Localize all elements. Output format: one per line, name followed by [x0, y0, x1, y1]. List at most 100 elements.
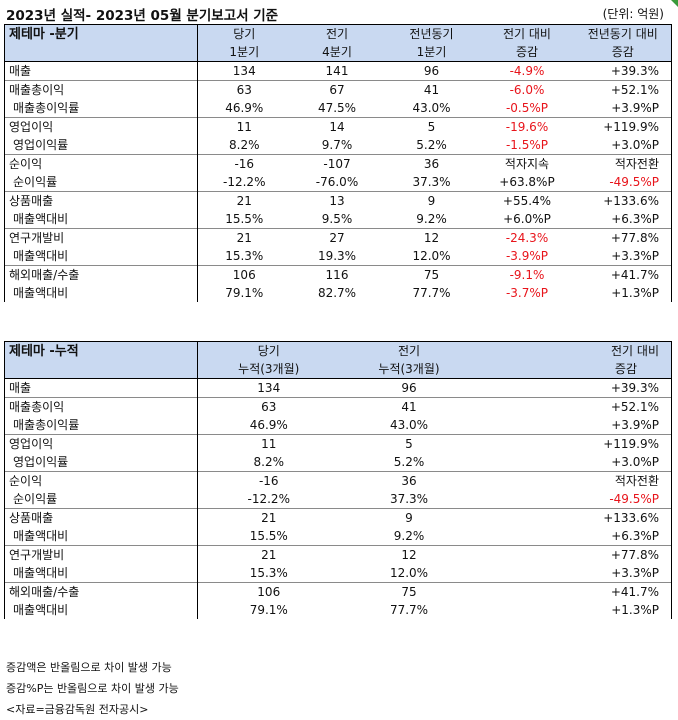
table-row: 매출액대비 15.3% 19.3% 12.0% -3.9%P +3.3%P — [4, 247, 672, 266]
table-cell: 적자전환 — [574, 154, 672, 173]
column-header: 전년동기 — [383, 24, 480, 43]
table-cell: +55.4% — [479, 191, 575, 210]
row-label: 연구개발비 — [4, 545, 198, 564]
table-cell: +3.0%P — [574, 136, 672, 155]
table-cell: 116 — [290, 265, 384, 284]
table-cell: 21 — [197, 508, 340, 527]
table-cell: +3.3%P — [478, 564, 672, 583]
table-cell: 96 — [423, 63, 440, 78]
table-cell: -12.2% — [247, 491, 290, 506]
table-cell: 15.3% — [225, 248, 264, 263]
table-cell: 5 — [339, 434, 479, 453]
table-cell: 11 — [197, 434, 340, 453]
page-title: 2023년 실적- 2023년 05월 분기보고서 기준 — [6, 8, 279, 24]
table-row: 순이익 -16 -107 36 적자지속 적자전환 — [4, 154, 672, 173]
column-subheader: 증감 — [478, 360, 672, 379]
table-cell: -12.2% — [223, 174, 266, 189]
table-row: 매출액대비 79.1% 77.7% +1.3%P — [4, 601, 672, 619]
table-cell: 11 — [197, 117, 291, 136]
column-subheader: 누적(3개월) — [197, 360, 340, 379]
source-note: <자료=금융감독원 전자공시> — [6, 703, 149, 716]
row-label: 매출총이익 — [4, 80, 198, 99]
row-label: 순이익 — [4, 471, 198, 490]
header-row: 제테마 -분기 당기 전기 전년동기 전기 대비 전년동기 대비 — [4, 24, 672, 62]
table-row: 매출액대비 15.3% 12.0% +3.3%P — [4, 564, 672, 583]
row-label: 매출총이익 — [4, 397, 198, 416]
table-cell: 63 — [197, 397, 340, 416]
row-label: 매출액대비 — [4, 527, 198, 546]
table-cell: 75 — [383, 265, 480, 284]
cumulative-table: 제테마 -누적 당기 전기 전기 대비 누적(3개월) 누적(3개월) 증감 매… — [4, 341, 672, 619]
table-cell: 15.5% — [225, 211, 264, 226]
table-row: 상품매출 21 13 9 +55.4% +133.6% — [4, 191, 672, 210]
column-header: 전기 — [339, 341, 479, 360]
table-cell: 36 — [339, 471, 479, 490]
row-label: 순이익률 — [4, 490, 198, 509]
table-row: 매출액대비 15.5% 9.5% 9.2% +6.0%P +6.3%P — [4, 210, 672, 229]
table-row: 매출액대비 79.1% 82.7% 77.7% -3.7%P +1.3%P — [4, 284, 672, 302]
table-row: 순이익 -16 36 적자전환 — [4, 471, 672, 490]
table-cell: 43.0% — [412, 100, 451, 115]
table-cell: +1.3%P — [478, 601, 672, 619]
row-label: 해외매출/수출 — [4, 582, 198, 601]
table-cell: 9.2% — [393, 528, 425, 543]
table-cell: -3.7%P — [505, 285, 549, 300]
table-cell: -76.0% — [315, 174, 359, 189]
column-header: 전기 대비 — [479, 24, 575, 43]
column-subheader: 1분기 — [197, 43, 291, 62]
table-cell: 21 — [197, 191, 291, 210]
table-cell: 37.3% — [412, 174, 451, 189]
table-cell: +3.9%P — [478, 416, 672, 435]
header-row: 제테마 -누적 당기 전기 전기 대비 — [4, 341, 672, 379]
table-row: 상품매출 21 9 +133.6% — [4, 508, 672, 527]
table-cell: +3.3%P — [574, 247, 672, 266]
table-cell: 75 — [339, 582, 479, 601]
table-row: 매출 134 141 96 -4.9% +39.3% — [4, 61, 672, 81]
table-cell: -4.9% — [509, 63, 545, 78]
table-cell: 21 — [197, 228, 291, 247]
table-cell: -0.5%P — [505, 100, 549, 115]
table-row: 해외매출/수출 106 116 75 -9.1% +41.7% — [4, 265, 672, 284]
column-subheader: 증감 — [479, 43, 575, 62]
table-cell: 12.0% — [389, 565, 429, 580]
table-cell: -24.3% — [479, 228, 575, 247]
table-cell: 8.2% — [229, 137, 260, 152]
table-cell: 5 — [383, 117, 480, 136]
table-cell: +63.8%P — [499, 174, 555, 189]
table-cell: 27 — [290, 228, 384, 247]
table-cell: 12.0% — [412, 248, 451, 263]
unit-label: (단위: 억원) — [602, 7, 664, 21]
table-cell: +52.1% — [574, 80, 672, 99]
table-cell: 141 — [325, 63, 349, 78]
column-header: 전년동기 대비 — [574, 24, 672, 43]
table-cell: -6.0% — [479, 80, 575, 99]
row-label: 매출액대비 — [4, 564, 198, 583]
table-cell: 15.5% — [249, 528, 288, 543]
table-row: 매출총이익률 46.9% 43.0% +3.9%P — [4, 416, 672, 435]
table-cell: +77.8% — [478, 545, 672, 564]
header-row: 누적(3개월) 누적(3개월) 증감 — [5, 360, 672, 379]
table-label: 제테마 -분기 — [4, 24, 198, 62]
table-row: 영업이익률 8.2% 5.2% +3.0%P — [4, 453, 672, 472]
column-header: 전기 대비 — [478, 341, 672, 360]
table-cell: 12 — [383, 228, 480, 247]
table-cell: 적자전환 — [478, 471, 672, 490]
table-cell: 46.9% — [249, 417, 288, 432]
table-cell: 63 — [197, 80, 291, 99]
table-cell: 67 — [290, 80, 384, 99]
table-cell: 13 — [290, 191, 384, 210]
table-cell: 79.1% — [249, 602, 288, 617]
cumulative-table-body: 매출 134 96 +39.3% 매출총이익 63 41 +52.1% 매출총이익률 46.9% 4… — [4, 378, 672, 619]
table-cell: -16 — [197, 154, 291, 173]
row-label: 해외매출/수출 — [4, 265, 198, 284]
table-cell: 96 — [401, 380, 417, 395]
table-cell: 41 — [383, 80, 480, 99]
table-cell: -16 — [197, 471, 340, 490]
table-cell: 12 — [339, 545, 479, 564]
table-cell: 5.2% — [416, 137, 447, 152]
table-cell: +119.9% — [574, 117, 672, 136]
table-cell: 21 — [197, 545, 340, 564]
row-label: 순이익 — [4, 154, 198, 173]
row-label: 상품매출 — [4, 508, 198, 527]
table-cell: +3.9%P — [574, 99, 672, 118]
